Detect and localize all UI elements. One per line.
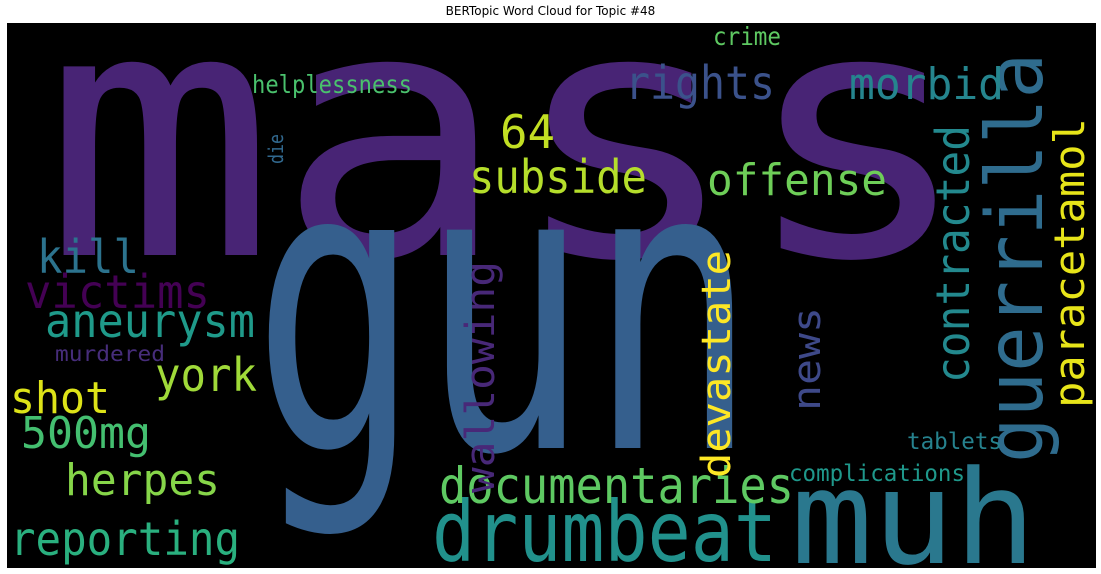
word-murdered: murdered bbox=[55, 342, 165, 366]
word-crime: crime bbox=[713, 23, 781, 51]
word-wallowing: wallowing bbox=[458, 261, 504, 493]
word-offense: offense bbox=[707, 155, 887, 206]
word-64: 64 bbox=[500, 105, 555, 159]
chart-title: BERTopic Word Cloud for Topic #48 bbox=[445, 4, 656, 18]
word-tablets: tablets bbox=[907, 429, 1002, 455]
word-victims: victims bbox=[25, 265, 210, 319]
word-documentaries: documentaries bbox=[439, 457, 794, 515]
word-morbid: morbid bbox=[849, 59, 1004, 110]
word-die: die bbox=[264, 134, 288, 164]
word-complications: complications bbox=[789, 461, 965, 487]
word-500mg: 500mg bbox=[21, 408, 151, 459]
word-gun: gun bbox=[252, 78, 757, 543]
word-subside: subside bbox=[469, 150, 647, 204]
word-devastate: devastate bbox=[694, 250, 740, 478]
word-paracetamol: paracetamol bbox=[1045, 118, 1094, 408]
word-helplessness: helplessness bbox=[252, 70, 412, 99]
word-york: york bbox=[155, 348, 257, 402]
word-cloud: mass gun muh drumbeat guerrilla documentaries… bbox=[7, 23, 1096, 568]
word-reporting: reporting bbox=[10, 512, 240, 566]
word-aneurysm: aneurysm bbox=[45, 294, 255, 348]
word-drumbeat: drumbeat bbox=[432, 483, 777, 568]
word-muh: muh bbox=[791, 442, 1036, 568]
word-rights: rights bbox=[625, 56, 775, 110]
word-kill: kill bbox=[37, 230, 139, 284]
word-contracted: contracted bbox=[926, 125, 980, 383]
word-mass: mass bbox=[43, 23, 973, 337]
word-herpes: herpes bbox=[65, 455, 220, 506]
word-guerrilla: guerrilla bbox=[971, 53, 1061, 463]
word-news: news bbox=[785, 307, 829, 411]
word-shot: shot bbox=[10, 373, 110, 424]
